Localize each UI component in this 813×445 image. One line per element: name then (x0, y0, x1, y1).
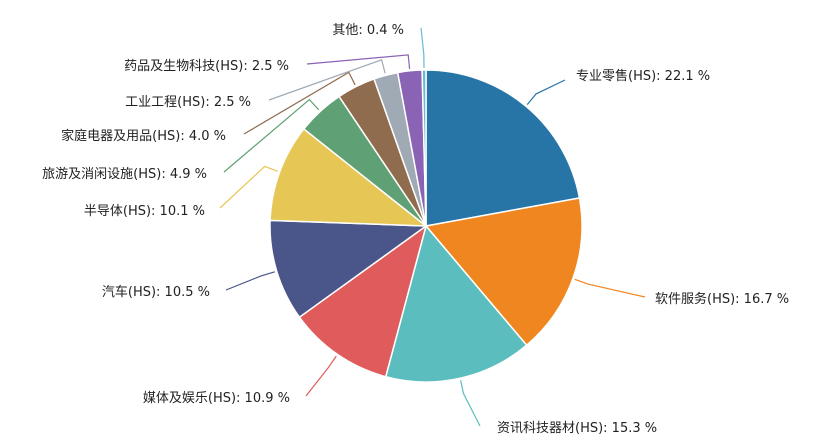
pie-slice[interactable] (298, 224, 428, 378)
slice-label: 旅游及消闲设施(HS): 4.9 % (42, 167, 207, 182)
pie-slice[interactable] (269, 127, 429, 227)
pie-slices (269, 69, 583, 383)
pie-slice[interactable] (269, 219, 429, 319)
leader-line (459, 380, 481, 427)
slice-label: 工业工程(HS): 2.5 % (125, 95, 251, 110)
slice-label: 家庭电器及用品(HS): 4.0 % (61, 128, 226, 144)
slice-label: 软件服务(HS): 16.7 % (655, 291, 789, 307)
slice-label: 专业零售(HS): 22.1 % (576, 68, 710, 84)
leader-line (305, 355, 337, 397)
leader-line (223, 98, 320, 173)
label-leader-lines (219, 27, 646, 427)
pie-slice[interactable] (421, 69, 427, 227)
slice-label: 媒体及娱乐(HS): 10.9 % (143, 391, 290, 406)
slice-label: 汽车(HS): 10.5 % (102, 284, 210, 300)
slice-label: 半导体(HS): 10.1 % (84, 204, 205, 219)
pie-slice[interactable] (425, 69, 581, 227)
pie-slice[interactable] (424, 197, 583, 347)
pie-slice[interactable] (384, 224, 528, 383)
leader-line (574, 278, 646, 298)
leader-line (225, 271, 275, 291)
leader-line (268, 59, 386, 101)
leader-line (420, 27, 425, 69)
leader-line (526, 79, 566, 105)
leader-line (243, 71, 356, 135)
slice-label: 资讯科技器材(HS): 15.3 % (497, 421, 657, 436)
slice-label: 药品及生物科技(HS): 2.5 % (124, 59, 289, 74)
leader-line (306, 54, 411, 69)
slice-label: 其他: 0.4 % (332, 23, 404, 38)
slice-labels: 专业零售(HS): 22.1 % 软件服务(HS): 16.7 % 资讯科技器材(H… (42, 23, 789, 436)
leader-line (219, 165, 279, 209)
